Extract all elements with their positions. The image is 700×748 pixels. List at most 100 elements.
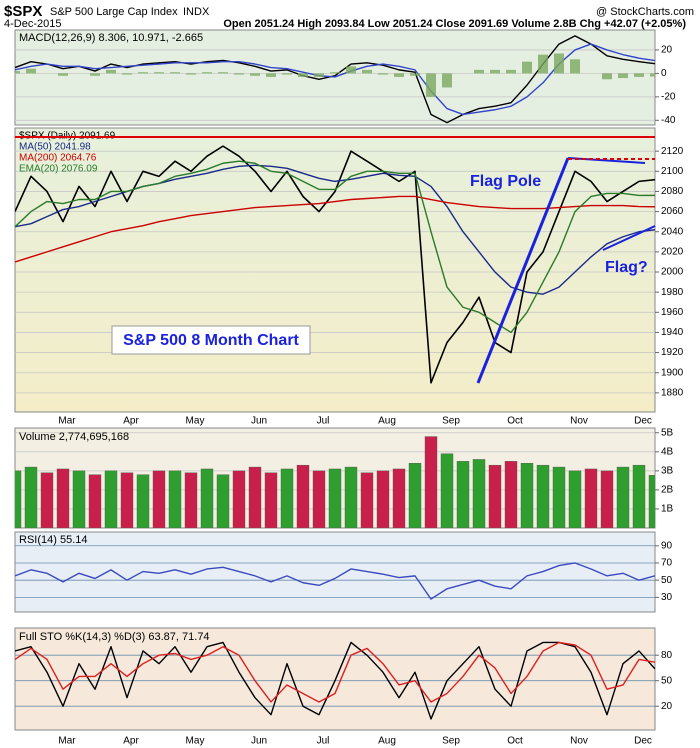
panel-legend: Full STO %K(14,3) %D(3) 63.87, 71.74 — [19, 631, 210, 643]
y-tick-label: 4B — [661, 446, 674, 457]
flag-top-line — [567, 157, 646, 164]
series-line — [15, 43, 655, 116]
volume-bar — [392, 468, 406, 528]
volume-bar — [344, 466, 358, 528]
series-line — [15, 641, 655, 703]
histogram-bar — [650, 73, 655, 77]
series-line — [15, 641, 655, 720]
legend-entry: MA(50) 2041.98 — [19, 142, 91, 153]
volume-bar — [15, 470, 22, 528]
panel-legend: RSI(14) 55.14 — [19, 534, 87, 546]
histogram-bar — [426, 73, 436, 97]
volume-bar — [152, 470, 166, 528]
y-tick-label: 50 — [661, 575, 673, 586]
volume-bar — [424, 436, 438, 528]
series-line — [15, 164, 655, 295]
y-tick-label: 1B — [661, 504, 674, 515]
volume-bar — [40, 472, 54, 528]
volume-bar — [360, 472, 374, 528]
y-tick-label: 50 — [661, 675, 673, 686]
volume-bar — [648, 475, 655, 528]
x-tick-label: Nov — [570, 736, 588, 747]
overlay: Flag Pole Flag? S&P 500 8 Month Chart — [15, 136, 656, 384]
histogram-bar — [138, 72, 148, 74]
volume-bar — [520, 463, 534, 528]
plot — [15, 562, 655, 600]
x-tick-label: Apr — [123, 736, 139, 747]
x-tick-label: Aug — [378, 736, 396, 747]
x-tick-label: Jul — [317, 736, 330, 747]
x-tick-label: Jul — [317, 416, 330, 427]
histogram-bar — [362, 69, 372, 74]
volume-bar — [88, 474, 102, 528]
y-tick-label: -20 — [661, 91, 676, 102]
y-tick-label: 1900 — [661, 367, 684, 378]
histogram-bar — [26, 68, 36, 74]
histogram-bar — [554, 53, 564, 74]
x-tick-label: Apr — [123, 416, 139, 427]
plot — [15, 641, 655, 720]
volume-bar — [472, 459, 486, 528]
y-tick-label: 80 — [661, 650, 673, 661]
histogram-bar — [15, 71, 20, 74]
histogram-bar — [58, 73, 68, 76]
histogram-bar — [490, 69, 500, 74]
histogram-bar — [154, 72, 164, 74]
y-tick-label: 2120 — [661, 146, 684, 157]
volume-bar — [328, 468, 342, 528]
index-name: S&P 500 Large Cap Index — [50, 6, 178, 18]
x-tick-label: May — [186, 416, 205, 427]
volume-bar — [536, 464, 550, 528]
x-tick-label: Aug — [378, 416, 396, 427]
plot — [15, 436, 655, 528]
volume-bar — [440, 453, 454, 528]
annotation: Flag Pole — [470, 173, 541, 190]
histogram-bar — [474, 69, 484, 74]
volume-bar — [120, 472, 134, 528]
histogram-bar — [634, 73, 644, 77]
x-tick-label: Sep — [442, 736, 460, 747]
histogram-bar — [346, 66, 356, 74]
x-tick-label: Oct — [507, 416, 523, 427]
source: @ StockCharts.com — [596, 6, 694, 18]
series-line — [15, 160, 655, 334]
volume-bar — [72, 470, 86, 528]
volume-bar — [200, 468, 214, 528]
volume-bar — [216, 474, 230, 528]
x-tick-label: Mar — [58, 416, 76, 427]
volume-bar — [456, 461, 470, 528]
panel-legend: Volume 2,774,695,168 — [19, 431, 129, 443]
flag-bottom-line — [602, 225, 656, 251]
histogram-bar — [122, 73, 132, 75]
x-tick-label: Sep — [442, 416, 460, 427]
x-tick-label: Nov — [570, 416, 588, 427]
histogram-bar — [538, 54, 548, 74]
flag-pole-line — [476, 157, 570, 384]
y-tick-label: 20 — [661, 701, 673, 712]
volume-bar — [296, 464, 310, 528]
plot — [15, 35, 655, 124]
x-tick-label: Mar — [58, 736, 76, 747]
volume-bar — [248, 466, 262, 528]
histogram-bar — [282, 73, 292, 75]
y-tick-label: 2080 — [661, 186, 684, 197]
y-tick-label: 0 — [661, 68, 667, 79]
volume-bar — [56, 468, 70, 528]
x-tick-label: Jun — [251, 416, 267, 427]
x-tick-label: Dec — [634, 736, 652, 747]
volume-bar — [616, 466, 630, 528]
x-tick-label: May — [186, 736, 205, 747]
legend-entry: MA(200) 2064.76 — [19, 153, 97, 164]
y-tick-label: 20 — [661, 45, 673, 56]
y-tick-label: 1920 — [661, 347, 684, 358]
volume-bar — [312, 470, 326, 528]
volume-bar — [568, 470, 582, 528]
volume-bar — [280, 468, 294, 528]
y-tick-label: 1940 — [661, 327, 684, 338]
y-tick-label: 70 — [661, 558, 673, 569]
volume-bar — [168, 470, 182, 528]
annotation-box — [111, 325, 311, 355]
exchange: INDX — [183, 6, 210, 18]
histogram-bar — [218, 72, 228, 74]
